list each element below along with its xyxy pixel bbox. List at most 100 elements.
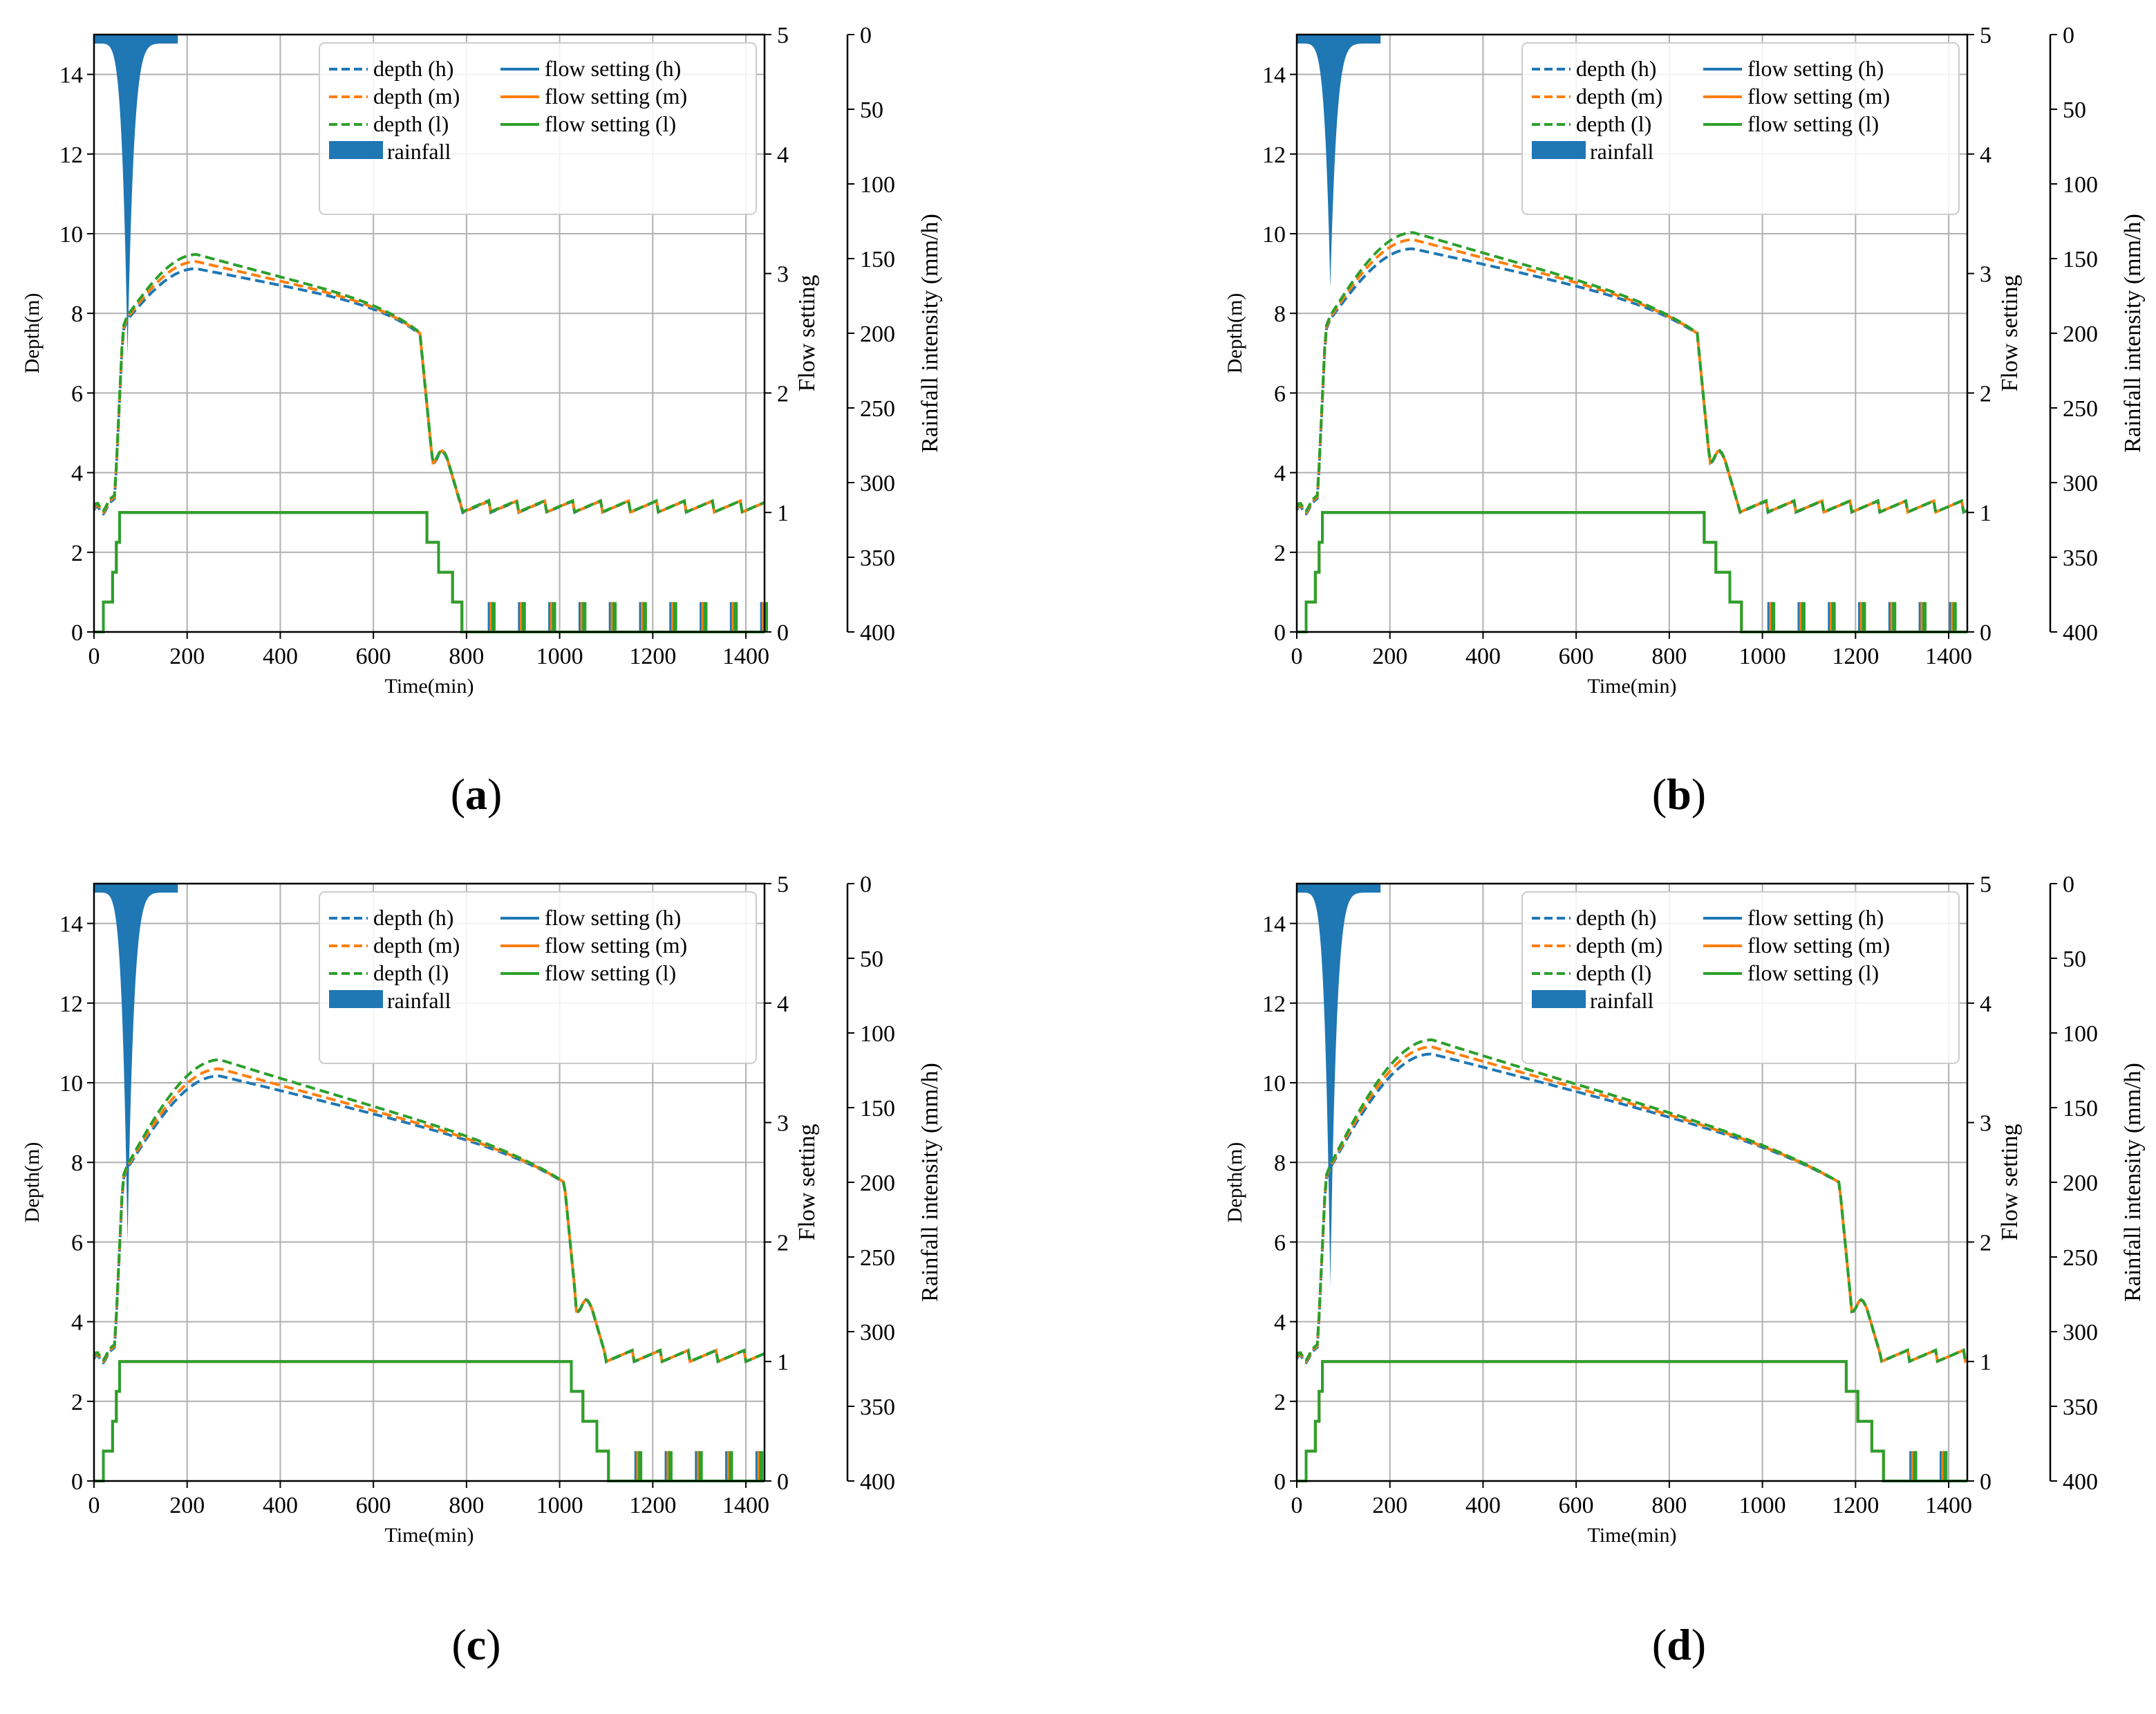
flow-pulse-l — [1801, 602, 1806, 632]
flow-pulse-l — [1862, 602, 1866, 632]
legend-entry: depth (m) — [1576, 84, 1662, 109]
tick-label-time: 200 — [169, 1493, 205, 1518]
tick-label-rain: 400 — [860, 620, 895, 646]
legend-box — [1521, 891, 1960, 1064]
tick-label-rain: 200 — [2063, 322, 2098, 347]
legend-swatch-rain — [1532, 141, 1586, 159]
x-axis-label: Time(min) — [1588, 1524, 1677, 1547]
legend-entry: depth (l) — [1576, 960, 1651, 985]
tick-label-time: 0 — [88, 1493, 100, 1518]
tick-label-rain: 350 — [2063, 1395, 2098, 1420]
y-axis-label-depth: Depth(m) — [21, 293, 44, 374]
tick-label-time: 200 — [1372, 1493, 1407, 1518]
tick-label-time: 0 — [1291, 1493, 1303, 1518]
rainfall-area — [94, 35, 178, 356]
tick-label-flow: 3 — [1980, 1111, 1991, 1137]
legend-entry: flow setting (l) — [545, 111, 676, 136]
tick-label-depth: 10 — [1262, 1071, 1286, 1097]
tick-label-rain: 100 — [860, 1021, 895, 1047]
y-axis-label-rain: Rainfall intensity (mm/h) — [2120, 1063, 2146, 1302]
depth-line-l — [1295, 1038, 1968, 1363]
legend-entry: flow setting (h) — [1747, 56, 1884, 81]
panel-label-paren: ) — [1691, 1620, 1706, 1669]
tick-label-depth: 14 — [59, 912, 83, 938]
tick-label-depth: 0 — [71, 620, 83, 646]
y-axis-label-flow: Flow setting — [1997, 274, 2023, 391]
depth-line-l — [1295, 231, 1968, 514]
tick-label-time: 1400 — [1925, 1493, 1972, 1518]
tick-label-flow: 1 — [777, 501, 789, 526]
panel-label: (a) — [451, 770, 503, 819]
tick-label-depth: 12 — [1262, 142, 1286, 168]
x-axis-label: Time(min) — [385, 1524, 474, 1547]
flow-line-l — [1297, 1360, 1967, 1482]
panel-label-paren: ) — [487, 770, 502, 819]
tick-label-flow: 2 — [1980, 1230, 1991, 1256]
flow-pulse-l — [764, 602, 769, 632]
tick-label-flow: 3 — [777, 262, 789, 288]
panel-label-letter: d — [1667, 1620, 1691, 1669]
tick-label-rain: 350 — [860, 546, 895, 571]
tick-label-rain: 400 — [2063, 1469, 2098, 1495]
plot-frame — [93, 33, 766, 633]
panel-label: (b) — [1652, 770, 1706, 819]
tick-label-time: 1000 — [1739, 644, 1786, 669]
flow-line-m — [94, 511, 765, 633]
tick-label-depth: 14 — [1262, 912, 1286, 938]
depth-line-l — [93, 1058, 765, 1363]
tick-label-rain: 0 — [860, 23, 872, 48]
legend-entry: flow setting (l) — [545, 960, 676, 985]
tick-label-flow: 2 — [1980, 381, 1991, 407]
legend-entry: depth (h) — [373, 905, 453, 930]
tick-label-rain: 250 — [860, 1245, 895, 1271]
tick-label-flow: 0 — [1980, 1469, 1991, 1495]
tick-label-time: 1000 — [536, 644, 583, 669]
tick-label-rain: 150 — [2063, 247, 2098, 272]
tick-label-flow: 1 — [1980, 501, 1991, 526]
depth-line-h — [93, 267, 765, 516]
panel-label-letter: a — [465, 770, 487, 819]
y-axis-label-rain: Rainfall intensity (mm/h) — [917, 1063, 943, 1302]
rainfall-area — [94, 884, 178, 1242]
legend: depth (h) flow setting (h) depth (m) flow s… — [319, 42, 757, 215]
tick-label-time: 0 — [1291, 644, 1303, 669]
tick-label-flow: 3 — [1980, 262, 1991, 288]
panel-label-paren: ( — [1652, 1620, 1667, 1669]
panel-label-letter: c — [467, 1620, 486, 1669]
panel-label-letter: b — [1667, 770, 1691, 819]
legend: depth (h) flow setting (h) depth (m) flow s… — [1521, 42, 1960, 215]
tick-label-rain: 150 — [860, 247, 895, 272]
flow-pulse-l — [733, 602, 738, 632]
tick-label-depth: 6 — [71, 1230, 83, 1256]
flow-line-m — [94, 1360, 765, 1482]
tick-label-flow: 0 — [777, 620, 789, 646]
tick-label-rain: 250 — [2063, 396, 2098, 422]
legend-entry: flow setting (m) — [545, 84, 687, 109]
tick-label-depth: 12 — [59, 991, 83, 1017]
tick-label-time: 200 — [169, 644, 205, 669]
legend: depth (h) flow setting (h) depth (m) flow s… — [319, 891, 757, 1064]
plot-frame — [93, 882, 766, 1482]
panel-label-paren: ) — [486, 1620, 500, 1669]
tick-label-time: 400 — [263, 1493, 298, 1518]
tick-label-rain: 350 — [2063, 546, 2098, 571]
flow-pulse-l — [698, 1451, 703, 1481]
legend-entry: depth (l) — [373, 960, 449, 985]
tick-label-rain: 100 — [860, 172, 895, 198]
legend-entry: depth (l) — [1576, 111, 1651, 136]
depth-line-m — [93, 1067, 765, 1364]
depth-line-m — [93, 260, 765, 514]
tick-label-rain: 200 — [2063, 1171, 2098, 1196]
tick-label-depth: 14 — [1262, 63, 1286, 89]
tick-label-rain: 50 — [2063, 97, 2086, 123]
tick-label-time: 1400 — [722, 1493, 769, 1518]
tick-label-depth: 0 — [71, 1469, 83, 1495]
tick-label-rain: 50 — [860, 947, 883, 972]
tick-label-flow: 1 — [777, 1350, 789, 1375]
legend-entry: flow setting (l) — [1747, 960, 1879, 985]
legend-box — [319, 891, 757, 1064]
